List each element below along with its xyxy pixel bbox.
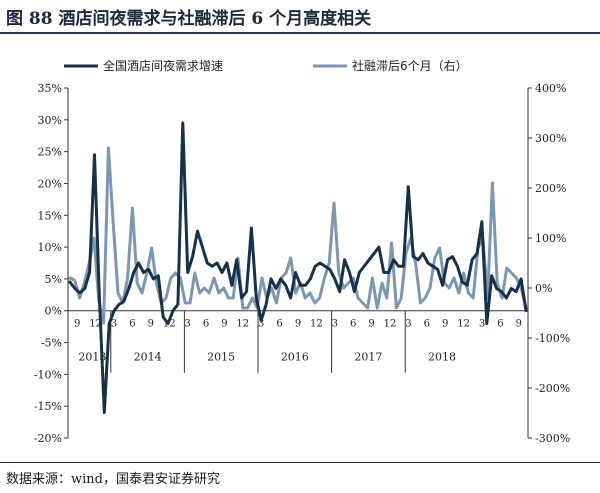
series-line-social-finance xyxy=(68,146,528,325)
right-tick-label: 300% xyxy=(535,132,566,145)
x-month-label: 9 xyxy=(516,319,522,330)
x-month-label: 6 xyxy=(424,319,430,330)
chart: 全国酒店间夜需求增速 社融滞后6个月（右） -20% -15% -10% -5% 0% 5… xyxy=(34,58,570,445)
left-tick-label: -20% xyxy=(34,432,62,445)
left-tick-label: 25% xyxy=(38,146,62,159)
source-note: 数据来源：wind，国泰君安证券研究 xyxy=(6,472,220,487)
right-tick-label: -200% xyxy=(535,382,570,395)
chart-title: 图 88 酒店间夜需求与社融滞后 6 个月高度相关 xyxy=(6,9,372,29)
x-month-label: 6 xyxy=(129,319,135,330)
series-line-hotel-demand xyxy=(68,121,528,414)
right-tick-label: 400% xyxy=(535,82,566,95)
x-month-label: 9 xyxy=(368,319,374,330)
legend: 全国酒店间夜需求增速 社融滞后6个月（右） xyxy=(64,58,468,73)
x-month-label: 9 xyxy=(295,319,301,330)
x-year-label: 2013 xyxy=(78,351,106,364)
left-tick-label: 35% xyxy=(38,82,62,95)
left-tick-label: -15% xyxy=(34,400,62,413)
x-month-label: 3 xyxy=(332,319,338,330)
x-year-label: 2014 xyxy=(134,351,162,364)
x-month-label: 3 xyxy=(258,319,264,330)
top-rule xyxy=(0,32,600,34)
x-month-label: 3 xyxy=(405,319,411,330)
right-tick-label: 200% xyxy=(535,182,566,195)
x-month-label: 12 xyxy=(236,319,249,330)
left-tick-label: -10% xyxy=(34,368,62,381)
x-month-label: 12 xyxy=(384,319,397,330)
x-month-label: 9 xyxy=(148,319,154,330)
left-tick-label: -5% xyxy=(41,337,62,350)
x-month-label: 3 xyxy=(479,319,485,330)
x-month-label: 12 xyxy=(89,319,102,330)
x-month-label: 3 xyxy=(184,319,190,330)
right-tick-label: -100% xyxy=(535,332,570,345)
right-tick-label: 100% xyxy=(535,232,566,245)
x-month-label: 9 xyxy=(442,319,448,330)
x-year-label: 2018 xyxy=(428,351,456,364)
left-tick-label: 20% xyxy=(38,177,62,190)
x-month-label: 12 xyxy=(457,319,470,330)
right-tick-label: -300% xyxy=(535,432,570,445)
legend-label-demand: 全国酒店间夜需求增速 xyxy=(103,58,223,73)
x-month-label: 6 xyxy=(276,319,282,330)
x-year-label: 2016 xyxy=(281,351,309,364)
x-year-label: 2017 xyxy=(354,351,382,364)
x-month-label: 6 xyxy=(203,319,209,330)
x-month-label: 12 xyxy=(310,319,323,330)
left-tick-label: 0% xyxy=(45,305,62,318)
left-tick-label: 15% xyxy=(38,209,62,222)
legend-label-social-finance: 社融滞后6个月（右） xyxy=(352,58,468,73)
x-year-label: 2015 xyxy=(207,351,235,364)
left-tick-label: 30% xyxy=(38,114,62,127)
x-month-label: 9 xyxy=(221,319,227,330)
bottom-rule xyxy=(0,462,600,463)
left-tick-label: 5% xyxy=(45,273,62,286)
right-tick-label: 0% xyxy=(535,282,552,295)
x-month-label: 6 xyxy=(497,319,503,330)
left-tick-label: 10% xyxy=(38,241,62,254)
x-month-label: 9 xyxy=(74,319,80,330)
x-month-label: 3 xyxy=(111,319,117,330)
x-month-label: 6 xyxy=(350,319,356,330)
plot-area xyxy=(68,121,528,414)
